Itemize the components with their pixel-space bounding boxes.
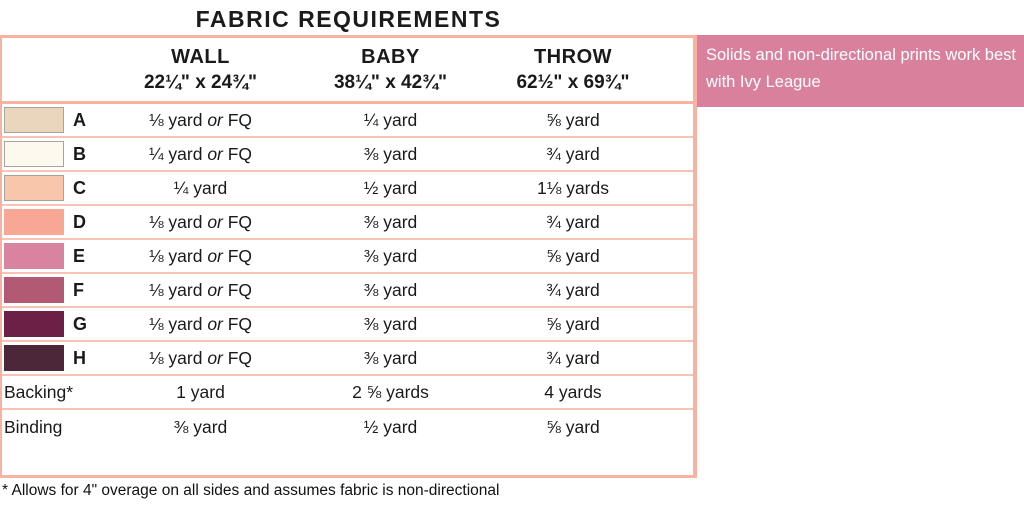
fabric-g-letter: G	[73, 313, 88, 334]
column-header-baby: BABY 38¼" x 42¾"	[303, 46, 478, 94]
throw-value: 1⅛ yards	[537, 177, 609, 198]
baby-value: ⅜ yard	[363, 245, 418, 266]
footnote: * Allows for 4" overage on all sides and…	[2, 482, 500, 499]
fabric-f-swatch	[4, 277, 64, 303]
wall-value: ¼ yard	[173, 177, 228, 198]
table-row-c: C ¼ yard ½ yard 1⅛ yards	[2, 172, 693, 206]
throw-value: ⅝ yard	[546, 313, 600, 334]
table-row-f: F ⅛ yard or FQ ⅜ yard ¾ yard	[2, 274, 693, 308]
throw-dimensions: 62½" x 69¾"	[516, 71, 630, 93]
fabric-h-swatch	[4, 345, 64, 371]
fabric-h-letter: H	[73, 347, 86, 368]
throw-value: ⅝ yard	[546, 245, 600, 266]
fabric-g-swatch	[4, 311, 64, 337]
baby-label: BABY	[361, 45, 420, 68]
baby-value: ⅜ yard	[363, 143, 418, 164]
throw-value: ¾ yard	[546, 279, 600, 300]
wall-value: ⅛ yard or FQ	[148, 245, 253, 266]
fabric-e-swatch	[4, 243, 64, 269]
fabric-b-letter: B	[73, 143, 86, 164]
baby-value: 2 ⅝ yards	[352, 381, 429, 402]
fabric-a-letter: A	[73, 109, 86, 130]
table-row-a: A ⅛ yard or FQ ¼ yard ⅝ yard	[2, 104, 693, 138]
column-header-wall: WALL 22¼" x 24¾"	[98, 46, 303, 94]
fabric-f-letter: F	[73, 279, 84, 300]
table-row-d: D ⅛ yard or FQ ⅜ yard ¾ yard	[2, 206, 693, 240]
table-row-b: B ¼ yard or FQ ⅜ yard ¾ yard	[2, 138, 693, 172]
fabric-c-letter: C	[73, 177, 86, 198]
wall-value: ⅛ yard or FQ	[148, 313, 253, 334]
table-row-e: E ⅛ yard or FQ ⅜ yard ⅝ yard	[2, 240, 693, 274]
fabric-c-swatch	[4, 175, 64, 201]
table-header-row: WALL 22¼" x 24¾" BABY 38¼" x 42¾" THROW …	[2, 38, 693, 104]
fabric-d-letter: D	[73, 211, 86, 232]
binding-label: Binding	[4, 416, 63, 437]
wall-label: WALL	[171, 45, 230, 68]
fabric-b-swatch	[4, 141, 64, 167]
wall-dimensions: 22¼" x 24¾"	[143, 71, 258, 93]
baby-value: ½ yard	[363, 177, 418, 198]
table-row-g: G ⅛ yard or FQ ⅜ yard ⅝ yard	[2, 308, 693, 342]
baby-value: ⅜ yard	[363, 211, 418, 232]
wall-value: ⅛ yard or FQ	[148, 347, 253, 368]
throw-value: ⅝ yard	[546, 109, 600, 130]
wall-value: ⅛ yard or FQ	[148, 279, 253, 300]
baby-value: ⅜ yard	[363, 347, 418, 368]
wall-value: ⅛ yard or FQ	[148, 109, 253, 130]
baby-value: ¼ yard	[363, 109, 418, 130]
table-row-backing: Backing* 1 yard 2 ⅝ yards 4 yards	[2, 376, 693, 410]
baby-value: ⅜ yard	[363, 313, 418, 334]
baby-dimensions: 38¼" x 42¾"	[333, 71, 448, 93]
throw-value: ⅝ yard	[546, 416, 600, 437]
column-header-throw: THROW 62½" x 69¾"	[478, 46, 668, 94]
fabric-e-letter: E	[73, 245, 86, 266]
throw-value: ¾ yard	[546, 143, 600, 164]
wall-value: ⅜ yard	[173, 416, 228, 437]
throw-value: 4 yards	[544, 381, 602, 402]
table-row-binding: Binding ⅜ yard ½ yard ⅝ yard	[2, 410, 693, 444]
baby-value: ½ yard	[363, 416, 418, 437]
note-box: Solids and non-directional prints work b…	[697, 35, 1024, 107]
page-title: FABRIC REQUIREMENTS	[195, 6, 502, 32]
table-row-h: H ⅛ yard or FQ ⅜ yard ¾ yard	[2, 342, 693, 376]
throw-value: ¾ yard	[546, 347, 600, 368]
wall-value: 1 yard	[176, 381, 225, 402]
backing-label: Backing*	[4, 381, 74, 402]
throw-label: THROW	[533, 45, 613, 68]
fabric-requirements-table: WALL 22¼" x 24¾" BABY 38¼" x 42¾" THROW …	[0, 35, 697, 478]
fabric-a-swatch	[4, 107, 64, 133]
throw-value: ¾ yard	[546, 211, 600, 232]
wall-value: ¼ yard or FQ	[148, 143, 253, 164]
baby-value: ⅜ yard	[363, 279, 418, 300]
wall-value: ⅛ yard or FQ	[148, 211, 253, 232]
fabric-d-swatch	[4, 209, 64, 235]
